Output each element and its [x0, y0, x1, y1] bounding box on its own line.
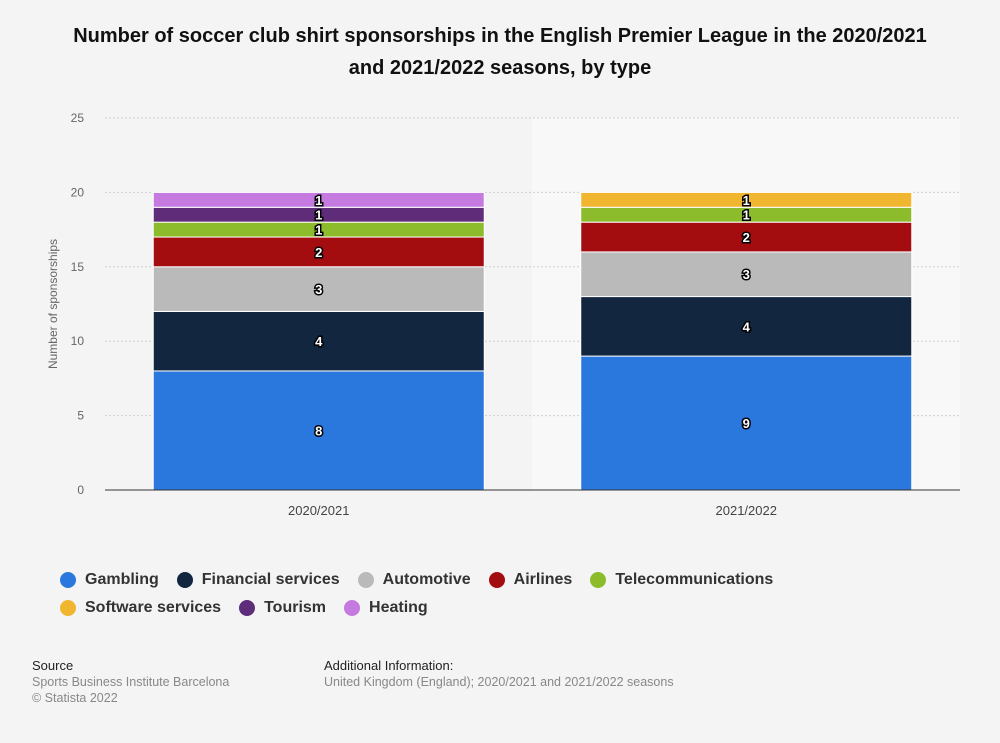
- legend-item[interactable]: Gambling: [60, 566, 159, 594]
- y-tick-label: 5: [77, 409, 84, 423]
- chart-title: Number of soccer club shirt sponsorships…: [73, 25, 927, 79]
- y-tick-label: 15: [71, 260, 85, 274]
- info-text: United Kingdom (England); 2020/2021 and …: [324, 675, 674, 689]
- legend-swatch: [60, 600, 76, 616]
- legend: Gambling Financial services Automotive Airl…: [60, 566, 960, 622]
- data-label: 1: [743, 208, 750, 223]
- data-label: 1: [315, 208, 322, 223]
- y-tick-label: 0: [77, 483, 84, 497]
- legend-swatch: [239, 600, 256, 616]
- y-tick-labels: 0 5 10 15 20 25: [71, 111, 85, 497]
- bar-segment: [152, 236, 485, 268]
- legend-label: Heating: [369, 599, 428, 616]
- bar-segment: [580, 296, 913, 357]
- data-label: 3: [743, 267, 750, 282]
- data-label: 1: [315, 193, 322, 208]
- bar-segment: [580, 251, 913, 298]
- bar-segment: [152, 370, 485, 491]
- legend-label: Gambling: [85, 571, 159, 588]
- legend-item[interactable]: Financial services: [176, 566, 340, 594]
- legend-label: Financial services: [201, 571, 340, 588]
- y-tick-label: 25: [71, 111, 85, 125]
- x-tick-labels: 2020/2021 2021/2022: [288, 503, 777, 518]
- data-label: 2: [315, 245, 322, 260]
- legend-label: Telecommunications: [615, 571, 774, 588]
- bar-segment: [152, 191, 485, 208]
- data-label: 9: [743, 416, 750, 431]
- legend-swatch: [590, 572, 607, 588]
- copyright-line: © Statista 2022: [32, 691, 118, 705]
- bar-segment: [152, 310, 485, 372]
- legend-swatch: [344, 600, 361, 616]
- data-label: 3: [315, 282, 322, 297]
- legend-label: Automotive: [382, 571, 471, 588]
- data-label: 1: [315, 223, 322, 238]
- legend-label: Tourism: [264, 599, 327, 616]
- y-tick-label: 20: [71, 185, 85, 199]
- bar-segment: [580, 221, 913, 253]
- source-block: Source Sports Business Institute Barcelo…: [32, 658, 229, 706]
- legend-swatch: [176, 572, 193, 588]
- bar-segment: [580, 191, 913, 208]
- data-label: 8: [315, 423, 322, 438]
- y-tick-label: 10: [71, 334, 85, 348]
- legend-item[interactable]: Heating: [344, 594, 428, 622]
- data-label: 4: [743, 319, 751, 334]
- legend-item[interactable]: Tourism: [239, 594, 326, 622]
- legend-swatch: [60, 572, 76, 588]
- legend-label: Airlines: [513, 571, 573, 588]
- additional-info-block: Additional Information: United Kingdom (…: [324, 658, 674, 690]
- bar-segment: [580, 355, 913, 491]
- legend-swatch: [357, 572, 374, 588]
- legend-item[interactable]: Automotive: [357, 566, 471, 594]
- legend-item[interactable]: Airlines: [488, 566, 573, 594]
- data-label: 1: [743, 193, 750, 208]
- legend-item[interactable]: Software services: [60, 594, 221, 622]
- y-axis-label: Number of sponsorships: [46, 239, 60, 369]
- info-heading: Additional Information:: [324, 658, 454, 673]
- x-tick-label: 2020/2021: [288, 503, 349, 518]
- source-line: Sports Business Institute Barcelona: [32, 675, 230, 689]
- data-label: 2: [743, 230, 750, 245]
- legend-label: Software services: [85, 599, 222, 616]
- legend-item[interactable]: Telecommunications: [590, 566, 773, 594]
- x-tick-label: 2021/2022: [716, 503, 777, 518]
- data-label: 4: [315, 334, 323, 349]
- legend-swatch: [488, 572, 505, 588]
- source-heading: Source: [32, 658, 74, 673]
